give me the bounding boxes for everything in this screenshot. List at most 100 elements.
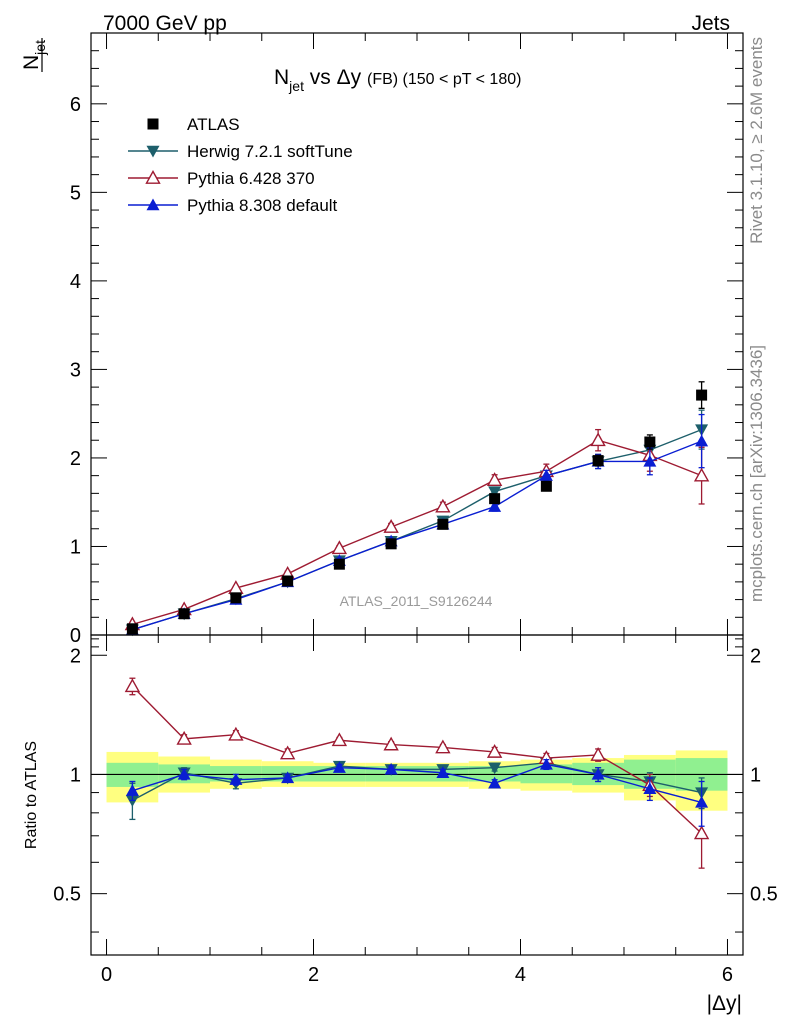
ratio-data-point xyxy=(643,782,657,794)
legend: ATLAS Herwig 7.2.1 softTune Pythia 6.428 3… xyxy=(128,115,353,215)
ratio-data-point xyxy=(124,678,141,693)
ratio-data-point xyxy=(488,776,502,789)
ratio-data-point xyxy=(332,761,346,773)
series-line xyxy=(132,440,702,631)
rivet-version-label: Rivet 3.1.10, ≥ 2.6M events xyxy=(747,37,766,244)
data-point xyxy=(693,467,710,482)
data-point xyxy=(539,469,553,481)
ratio-plot-content xyxy=(124,677,710,869)
ratio-y-tick-label: 0.5 xyxy=(53,884,81,906)
ratio-y-label: Ratio to ATLAS xyxy=(23,741,40,849)
ratio-y-tick-label: 2 xyxy=(70,645,81,667)
ratio-y-ticks: 0.5 0.5 1 1 2 2 xyxy=(53,638,778,933)
analysis-id-label: ATLAS_2011_S9126244 xyxy=(340,593,493,609)
legend-item-herwig-7-2-1-softtune: Herwig 7.2.1 softTune xyxy=(128,142,353,161)
ratio-data-point xyxy=(384,762,398,775)
main-y-tick-label: 1 xyxy=(70,536,81,558)
data-point xyxy=(435,498,451,513)
ratio-y-tick-label: 1 xyxy=(70,764,81,786)
data-point xyxy=(489,493,501,505)
ratio-data-point xyxy=(435,739,451,754)
ratio-data-point xyxy=(590,747,606,761)
legend-label: ATLAS xyxy=(187,115,240,134)
legend-marker xyxy=(145,170,161,184)
ratio-series-pythia-8-308-default xyxy=(125,757,709,827)
series-atlas xyxy=(126,381,708,635)
ratio-uncertainty-bands xyxy=(106,750,728,811)
ratio-y-tick-label-right: 2 xyxy=(750,645,761,667)
x-tick-label: 4 xyxy=(515,964,526,986)
x-tick-label: 2 xyxy=(308,964,319,986)
ratio-data-point xyxy=(695,795,709,808)
ratio-data-point xyxy=(383,736,399,751)
ratio-data-point xyxy=(279,745,296,760)
data-point xyxy=(486,472,503,486)
data-point xyxy=(696,389,708,401)
ratio-data-point xyxy=(486,743,503,758)
ratio-data-point xyxy=(177,767,191,780)
legend-item-atlas: ATLAS xyxy=(147,115,240,134)
ratio-data-point xyxy=(539,757,553,770)
legend-item-pythia-6-428-370: Pythia 6.428 370 xyxy=(128,169,315,188)
data-point xyxy=(230,592,242,604)
main-y-tick-label: 2 xyxy=(70,448,81,470)
ratio-data-point xyxy=(229,773,243,785)
x-tick-label: 6 xyxy=(722,964,733,986)
ratio-series-line xyxy=(132,763,702,804)
data-point xyxy=(592,455,604,467)
ratio-y-tick-label-right: 0.5 xyxy=(750,884,778,906)
energy-label: 7000 GeV pp xyxy=(103,12,227,35)
ratio-data-point xyxy=(176,730,192,745)
data-point xyxy=(331,540,348,555)
legend-marker xyxy=(146,198,160,211)
data-point xyxy=(695,434,709,447)
ratio-data-point xyxy=(125,784,139,796)
ratio-data-point xyxy=(228,726,244,741)
ratio-data-point xyxy=(693,825,710,840)
ratio-y-tick-label-right: 1 xyxy=(750,764,761,786)
data-point xyxy=(437,518,449,530)
data-point xyxy=(333,558,345,570)
main-plot-content xyxy=(124,381,710,637)
legend-label: Pythia 6.428 370 xyxy=(187,169,315,188)
data-point xyxy=(643,454,657,467)
data-point xyxy=(540,480,552,492)
ratio-data-point xyxy=(591,767,605,780)
data-point xyxy=(644,436,656,448)
ratio-data-point xyxy=(331,732,348,747)
main-y-label: Njet xyxy=(20,38,48,72)
main-y-tick-label: 5 xyxy=(70,182,81,204)
series-line xyxy=(132,428,702,631)
ratio-panel: 0.5 0.5 1 1 2 2 0 2 4 6 Ratio to ATLAS |Δy| xyxy=(23,634,778,1015)
ratio-series-line xyxy=(132,762,702,802)
main-y-tick-label: 6 xyxy=(70,94,81,116)
legend-marker xyxy=(146,145,160,158)
mcplots-label: mcplots.cern.ch [arXiv:1306.3436] xyxy=(747,345,766,602)
ratio-data-point xyxy=(436,766,450,778)
data-point xyxy=(385,538,397,550)
main-y-ticks: 0 1 2 3 4 5 6 xyxy=(70,50,743,647)
legend-label: Pythia 8.308 default xyxy=(187,196,338,215)
main-y-tick-label: 3 xyxy=(70,359,81,381)
main-x-ticks xyxy=(106,33,728,635)
ratio-data-point xyxy=(488,762,502,775)
main-y-tick-label: 0 xyxy=(70,625,81,647)
ratio-x-ticks: 0 2 4 6 xyxy=(101,635,733,986)
x-axis-label: |Δy| xyxy=(707,992,742,1015)
ratio-data-point xyxy=(281,771,295,784)
data-point xyxy=(488,500,502,512)
data-point xyxy=(282,575,294,587)
ratio-series-line xyxy=(131,685,703,834)
data-point xyxy=(590,432,606,447)
main-y-tick-label: 4 xyxy=(70,271,81,293)
data-point xyxy=(178,608,190,620)
data-point xyxy=(126,623,138,635)
category-label: Jets xyxy=(691,12,730,35)
legend-item-pythia-8-308-default: Pythia 8.308 default xyxy=(128,196,338,215)
main-panel: 0 1 2 3 4 5 6 Njet vs Δy (FB) (150 < pT < 180)… xyxy=(20,32,744,647)
svg-text:Njet: Njet xyxy=(20,40,48,70)
series-line xyxy=(132,439,702,626)
x-tick-label: 0 xyxy=(101,964,112,986)
ratio-data-point xyxy=(125,795,139,807)
